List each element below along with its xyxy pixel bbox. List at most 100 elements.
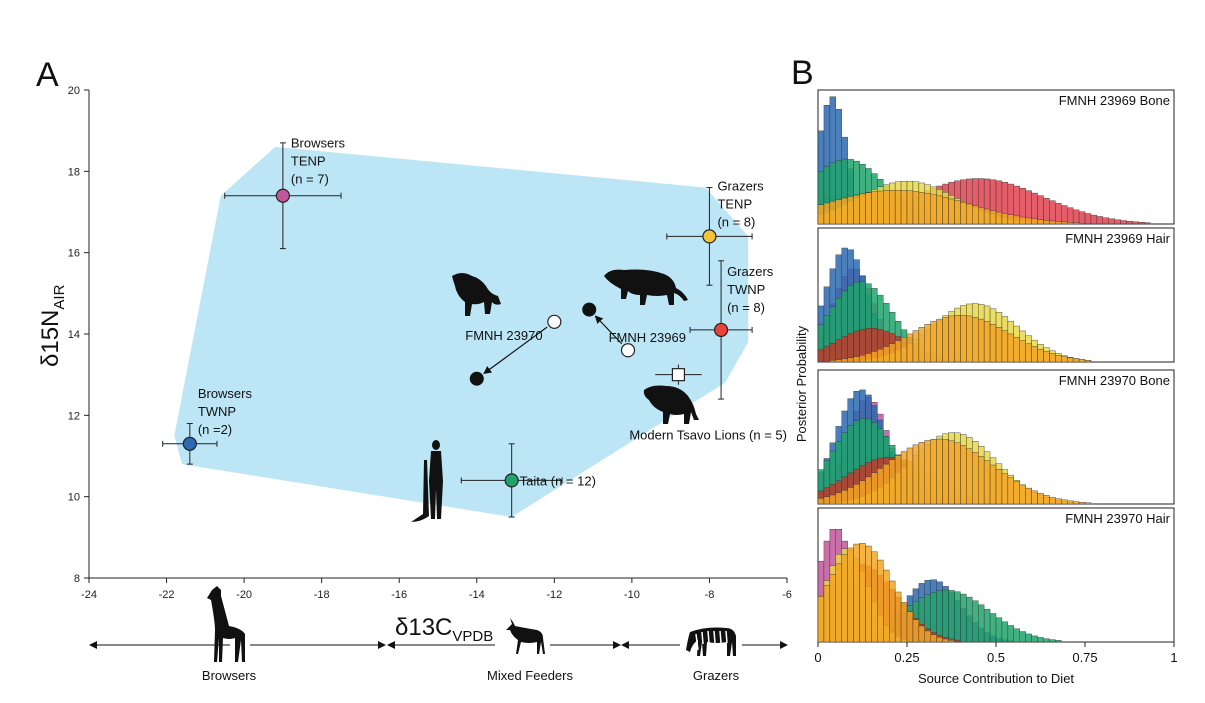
histogram-bar: [918, 327, 925, 363]
histogram-bar: [966, 203, 973, 225]
histogram-bar: [1013, 481, 1020, 505]
histogram-bar: [877, 190, 884, 225]
histogram-bar: [841, 490, 848, 505]
x-axis-title-and-diet-scale: δ13CVPDB Browsers Mixed Feeders Grazers: [89, 614, 788, 683]
x-ticks: -24 -22 -20 -18 -16 -14 -12 -10 -8 -6: [81, 578, 792, 601]
histogram-bar: [978, 318, 985, 363]
source-point: Browsers TWNP (n =2): [162, 386, 252, 465]
histogram-bar: [865, 353, 872, 363]
histogram-bar: [983, 460, 991, 505]
histogram-bar: [995, 327, 1003, 363]
histogram-bar: [823, 585, 831, 643]
panel-b-y-title: Posterior Probability: [794, 325, 809, 442]
histogram-bar: [930, 321, 937, 363]
histogram-bar: [894, 455, 902, 505]
histogram-bar: [978, 207, 985, 225]
lion-hair-marker: [547, 314, 562, 329]
histogram-bar: [924, 324, 931, 363]
x-tick-label: -16: [391, 589, 407, 601]
histogram-bar: [894, 591, 902, 643]
histogram-bar: [983, 208, 991, 225]
histogram-bar: [912, 444, 920, 505]
diet-label-grazers: Grazers: [693, 668, 740, 683]
panel-b-x-tick-label: 0: [814, 650, 821, 665]
histogram-bar: [1007, 214, 1014, 225]
histogram-bar: [1031, 635, 1038, 643]
histogram-bar: [912, 330, 920, 363]
histogram-bar: [936, 590, 943, 643]
mixing-polygon: [174, 146, 749, 517]
histogram-bar: [1055, 221, 1062, 225]
histogram-bar: [978, 456, 985, 505]
histogram-bar: [1037, 637, 1044, 643]
histogram-bar: [1132, 221, 1139, 225]
histogram-bar: [1049, 200, 1056, 225]
histogram-bar: [1037, 348, 1044, 363]
panel-a-biplot: -24 -22 -20 -18 -16 -14 -12 -10 -8 -6 8 10 12 14 16 18…: [37, 85, 792, 683]
histogram-bar: [1037, 493, 1044, 505]
histogram-bar: [1090, 214, 1098, 225]
histogram-bar: [966, 315, 973, 363]
histogram-bar: [823, 496, 831, 505]
y-ticks: 8 10 12 14 16 18 20: [68, 85, 89, 585]
histogram-bar: [889, 343, 896, 363]
histogram-bar: [841, 336, 848, 363]
gazelle-silhouette-icon: [506, 618, 545, 654]
source-label: (n = 8): [717, 214, 755, 229]
lion-shift-arrow: [483, 326, 548, 374]
posterior-series: [829, 315, 1092, 363]
x-tick-label: -12: [546, 589, 562, 601]
histogram-bar: [1007, 625, 1014, 643]
histogram-bar: [1078, 359, 1086, 363]
source-label: (n =2): [198, 422, 232, 437]
histogram-bar: [983, 608, 991, 643]
histogram-bar: [1025, 343, 1032, 363]
histogram-bar: [829, 574, 836, 643]
histogram-bar: [972, 600, 979, 643]
histogram-bar: [853, 484, 860, 505]
histogram-bar: [1001, 621, 1009, 643]
source-label: (n = 8): [727, 300, 765, 315]
histogram-bar: [948, 315, 955, 363]
panel-b-x-tick-label: 0.25: [894, 650, 919, 665]
histogram-bar: [1072, 501, 1080, 505]
histogram-bar: [942, 638, 949, 643]
histogram-bar: [1049, 353, 1056, 363]
histogram-title: FMNH 23970 Bone: [1059, 373, 1170, 388]
histogram-bar: [900, 337, 908, 363]
histogram-bar: [972, 452, 979, 505]
histogram-bar: [1019, 216, 1026, 225]
histogram-title: FMNH 23970 Hair: [1065, 511, 1170, 526]
histogram-bar: [900, 451, 908, 505]
posterior-series: [817, 190, 1080, 225]
histogram-bar: [954, 442, 961, 505]
histogram-bar: [918, 192, 925, 225]
histogram-bar: [1061, 499, 1068, 505]
histogram-bar: [894, 190, 902, 225]
panel-a-letter: A: [36, 56, 59, 94]
histogram-bar: [835, 199, 842, 225]
histogram-bar: [847, 487, 854, 505]
x-tick-label: -8: [705, 589, 715, 601]
histogram-bar: [1078, 211, 1086, 225]
histogram-bar: [871, 191, 878, 225]
histogram-bar: [1096, 216, 1104, 225]
histogram-bar: [829, 343, 836, 363]
histogram-panel: FMNH 23970 Hair: [817, 507, 1175, 643]
histogram-bar: [859, 355, 866, 363]
histogram-bar: [924, 193, 931, 225]
histogram-bar: [829, 201, 836, 225]
source-label: (n = 7): [291, 172, 329, 187]
histogram-bar: [960, 593, 967, 643]
histogram-bar: [889, 580, 896, 643]
y-tick-label: 10: [68, 492, 80, 504]
histogram-bar: [900, 190, 908, 225]
panel-b-x-tick-label: 0.5: [987, 650, 1005, 665]
histogram-bar: [942, 439, 949, 505]
histogram-bar: [1019, 484, 1026, 505]
histogram-bar: [906, 611, 914, 643]
histogram-bar: [1066, 207, 1074, 225]
histogram-bar: [835, 339, 842, 363]
diet-label-browsers: Browsers: [202, 668, 257, 683]
histogram-bar: [906, 447, 914, 505]
